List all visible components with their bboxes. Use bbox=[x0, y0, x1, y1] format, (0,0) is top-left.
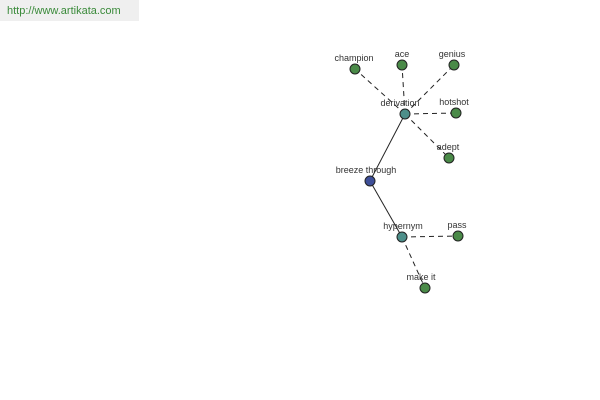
node-label[interactable]: make it bbox=[406, 272, 436, 282]
edge bbox=[369, 180, 403, 238]
node[interactable] bbox=[396, 231, 408, 243]
edge bbox=[401, 235, 459, 238]
node-label[interactable]: hypernym bbox=[383, 221, 423, 231]
node[interactable] bbox=[399, 108, 411, 120]
edge bbox=[354, 68, 406, 115]
node-label[interactable]: adept bbox=[437, 142, 460, 152]
node[interactable] bbox=[349, 63, 361, 75]
header-bar bbox=[0, 0, 139, 21]
node-label[interactable]: pass bbox=[447, 220, 467, 230]
edge bbox=[401, 236, 426, 289]
node[interactable] bbox=[452, 230, 464, 242]
site-link[interactable]: http://www.artikata.com bbox=[7, 5, 121, 17]
edge bbox=[369, 113, 406, 182]
node-label[interactable]: ace bbox=[395, 49, 410, 59]
node-label[interactable]: breeze through bbox=[336, 165, 397, 175]
edge bbox=[404, 113, 450, 159]
node-label[interactable]: hotshot bbox=[439, 97, 469, 107]
node[interactable] bbox=[448, 59, 460, 71]
node[interactable] bbox=[419, 282, 431, 294]
node[interactable] bbox=[443, 152, 455, 164]
node-label[interactable]: champion bbox=[334, 53, 373, 63]
node[interactable] bbox=[450, 107, 462, 119]
node-label[interactable]: genius bbox=[439, 49, 466, 59]
node[interactable] bbox=[396, 59, 408, 71]
edge bbox=[404, 112, 457, 115]
node[interactable] bbox=[364, 175, 376, 187]
edge bbox=[401, 64, 406, 115]
node-label[interactable]: derivation bbox=[380, 98, 419, 108]
edge bbox=[404, 64, 455, 115]
